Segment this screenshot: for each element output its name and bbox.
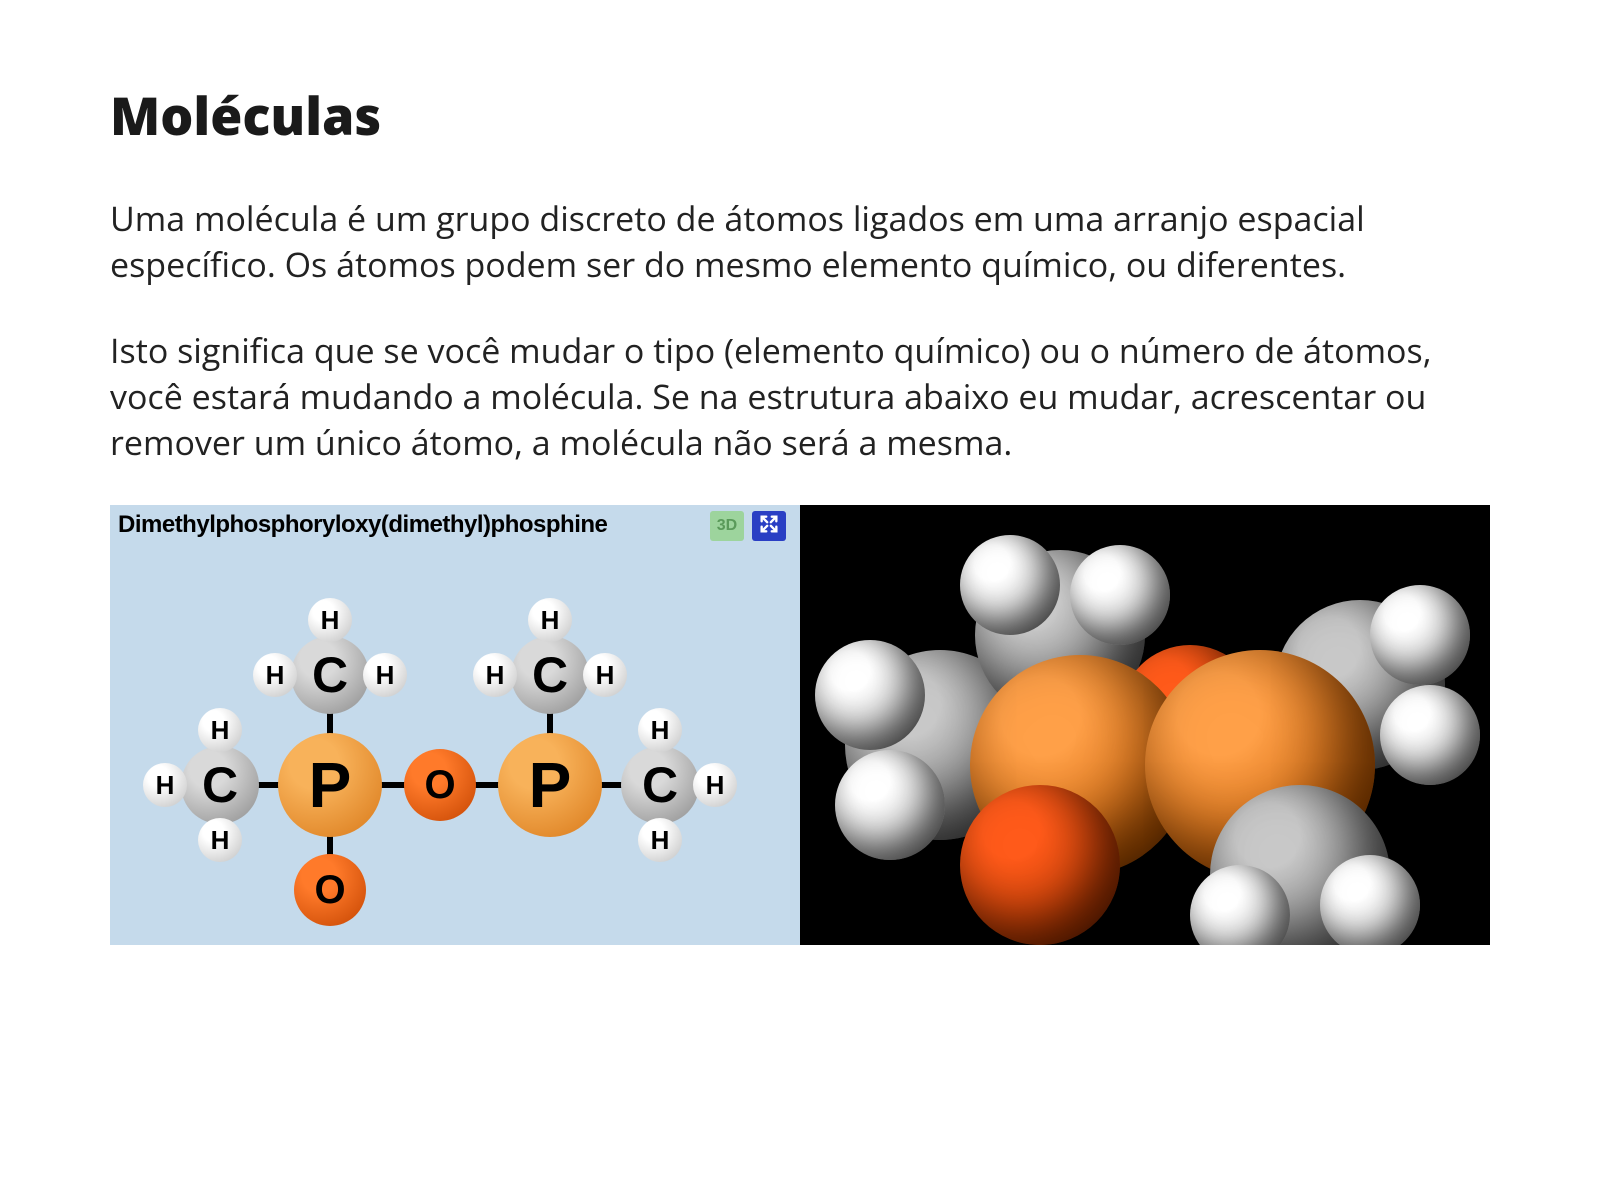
paragraph-1: Uma molécula é um grupo discreto de átom… [110,196,1490,288]
sphere-h [1380,685,1480,785]
atom-h: H [638,818,682,862]
atom-c: C [181,746,259,824]
atom-c: C [621,746,699,824]
atom-p: P [278,733,382,837]
panel-3d-structure [800,505,1490,945]
sphere-h [815,640,925,750]
atom-o: O [404,749,476,821]
sphere-h [1320,855,1420,945]
atom-c: C [291,636,369,714]
panel-2d-structure: Dimethylphosphoryloxy(dimethyl)phosphine… [110,505,800,945]
atom-h: H [583,653,627,697]
page: Moléculas Uma molécula é um grupo discre… [0,0,1600,985]
sphere-o [960,785,1120,945]
atom-p: P [498,733,602,837]
atom-o: O [294,854,366,926]
page-title: Moléculas [110,80,1490,151]
atom-c: C [511,636,589,714]
molecule-3d-render [800,505,1490,945]
molecule-2d-diagram: PPOOCCCCHHHHHHHHHHHH [110,505,800,945]
atom-h: H [693,763,737,807]
atom-h: H [143,763,187,807]
sphere-h [835,750,945,860]
paragraph-2: Isto significa que se você mudar o tipo … [110,328,1490,466]
atom-h: H [528,598,572,642]
figure-row: Dimethylphosphoryloxy(dimethyl)phosphine… [110,505,1490,945]
atom-h: H [363,653,407,697]
sphere-h [1070,545,1170,645]
sphere-h [1370,585,1470,685]
atom-h: H [198,708,242,752]
atom-h: H [253,653,297,697]
atom-h: H [473,653,517,697]
sphere-h [960,535,1060,635]
atom-h: H [308,598,352,642]
atom-h: H [198,818,242,862]
atom-h: H [638,708,682,752]
